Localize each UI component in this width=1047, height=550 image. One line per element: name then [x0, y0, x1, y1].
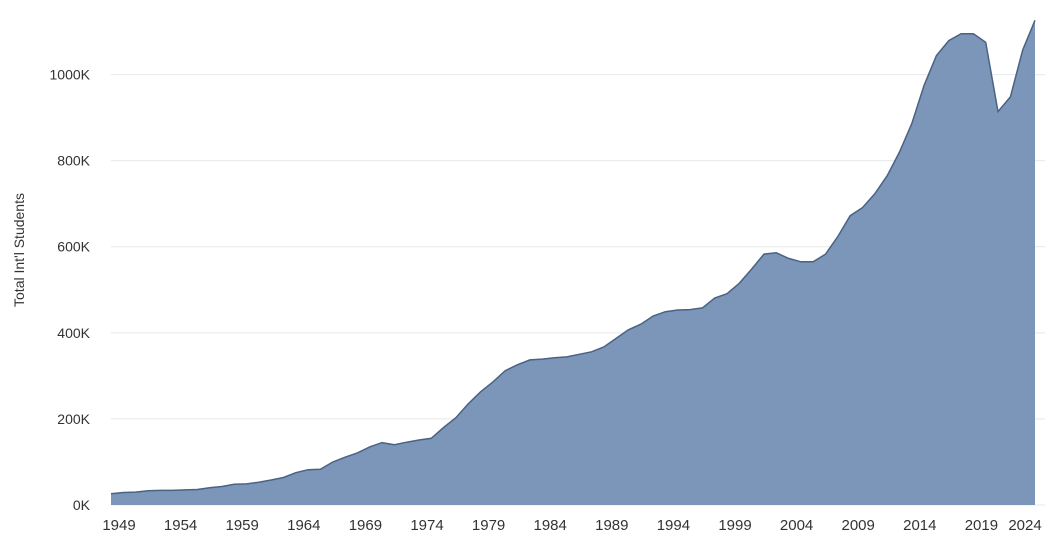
x-tick-label: 1959 — [226, 517, 259, 534]
x-axis-ticks: 1949 1954 1959 1964 1969 1974 1979 1984 1989 1994… — [102, 517, 1041, 534]
x-tick-label: 1984 — [534, 517, 567, 534]
y-tick-label: 600K — [57, 239, 90, 255]
x-tick-label: 1999 — [718, 517, 751, 534]
y-axis-title: Total Int'l Students — [11, 193, 27, 307]
y-tick-label: 1000K — [50, 67, 91, 83]
y-axis-ticks: 0K 200K 400K 600K 800K 1000K — [50, 67, 91, 513]
y-tick-label: 200K — [57, 411, 90, 427]
area-series — [110, 20, 1036, 506]
area-fill — [111, 20, 1035, 506]
y-tick-label: 400K — [57, 325, 90, 341]
x-tick-label: 1974 — [410, 517, 443, 534]
x-tick-label: 2009 — [842, 517, 875, 534]
x-tick-label: 2014 — [903, 517, 936, 534]
area-line — [110, 20, 1036, 495]
x-tick-label: 2019 — [965, 517, 998, 534]
y-tick-label: 0K — [73, 497, 91, 513]
y-tick-label: 800K — [57, 153, 90, 169]
x-tick-label: 1954 — [164, 517, 197, 534]
x-tick-label: 1994 — [657, 517, 690, 534]
x-tick-label: 2024 — [1008, 517, 1041, 534]
x-tick-label: 1969 — [349, 517, 382, 534]
x-tick-label: 1979 — [472, 517, 505, 534]
x-tick-label: 1989 — [595, 517, 628, 534]
x-tick-label: 1964 — [287, 517, 320, 534]
x-tick-label: 2004 — [780, 517, 813, 534]
x-tick-label: 1949 — [102, 517, 135, 534]
